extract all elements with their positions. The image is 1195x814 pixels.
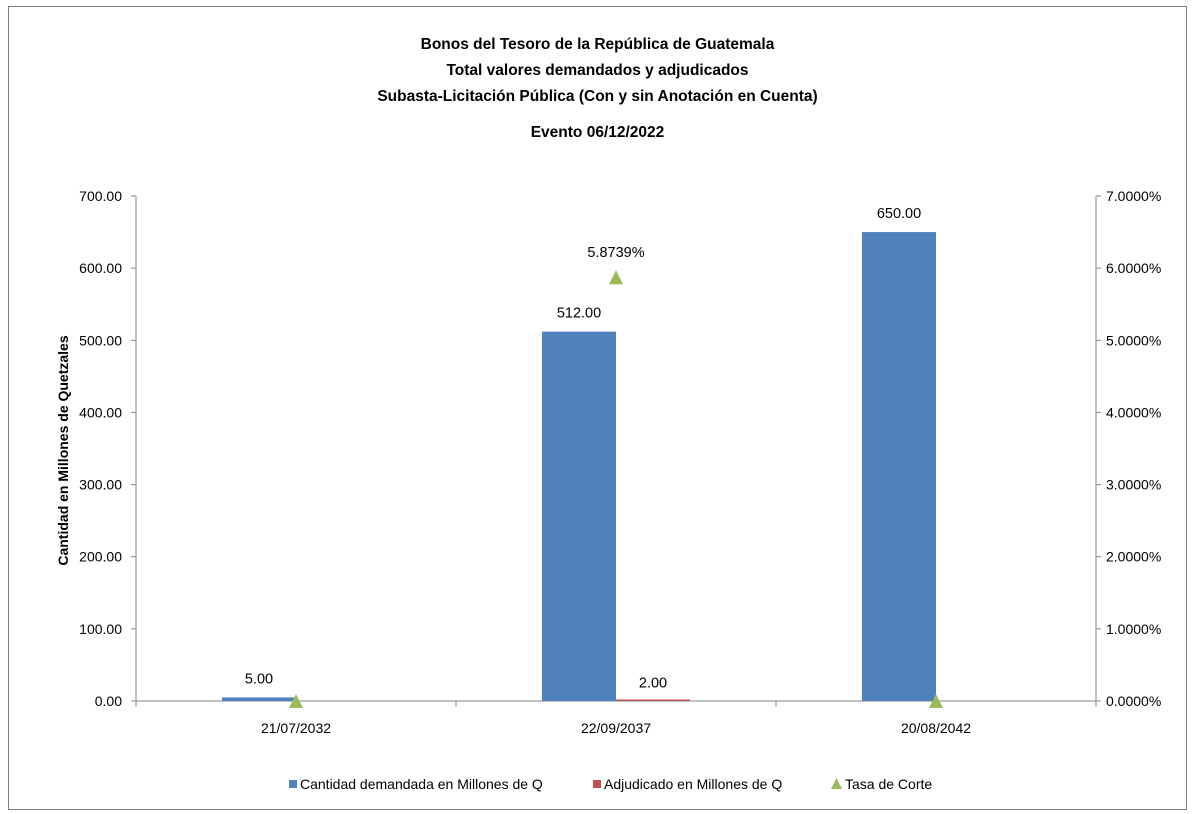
data-label-demandada: 5.00 [245,671,273,687]
y-tick-label: 100.00 [79,621,122,637]
y2-tick-label: 5.0000% [1106,332,1161,348]
marker-tasa-de-corte [929,694,943,708]
bar-cantidad-demandada [542,331,616,701]
legend-swatch [593,780,601,788]
y-axis-title: Cantidad en Millones de Quetzales [55,335,71,565]
x-tick-label: 22/09/2037 [581,720,651,736]
y-tick-label: 600.00 [79,260,122,276]
chart-title-line-2: Total valores demandados y adjudicados [446,62,749,79]
data-label-demandada: 512.00 [557,306,601,322]
chart-title-line-1: Bonos del Tesoro de la República de Guat… [420,36,775,53]
y2-tick-label: 2.0000% [1106,549,1161,565]
legend-swatch [289,780,297,788]
legend-label: Adjudicado en Millones de Q [604,776,782,792]
legend-label: Tasa de Corte [845,776,932,792]
bar-cantidad-demandada [222,697,296,701]
chart-title-line-3: Subasta-Licitación Pública (Con y sin An… [377,88,818,105]
data-label-adjudicado: 2.00 [639,676,667,692]
chart-title-line-4: Evento 06/12/2022 [530,124,665,141]
y-tick-label: 400.00 [79,404,122,420]
y2-tick-label: 1.0000% [1106,621,1161,637]
legend-swatch [831,778,842,789]
y-tick-label: 700.00 [79,188,122,204]
y-tick-label: 500.00 [79,332,122,348]
y-tick-label: 200.00 [79,549,122,565]
bar-cantidad-demandada [862,232,936,702]
data-label-demandada: 650.00 [877,206,921,222]
y2-tick-label: 7.0000% [1106,188,1161,204]
y2-tick-label: 3.0000% [1106,477,1161,493]
x-tick-label: 20/08/2042 [901,720,971,736]
x-tick-label: 21/07/2032 [261,720,331,736]
y-tick-label: 0.00 [95,693,122,709]
legend-label: Cantidad demandada en Millones de Q [300,776,543,792]
marker-tasa-de-corte [289,694,303,708]
y2-tick-label: 6.0000% [1106,260,1161,276]
bar-adjudicado [616,699,690,701]
marker-tasa-de-corte [609,270,623,285]
data-label-tasa: 5.8739% [587,245,644,261]
y-tick-label: 300.00 [79,477,122,493]
y2-tick-label: 0.0000% [1106,693,1161,709]
y2-tick-label: 4.0000% [1106,404,1161,420]
